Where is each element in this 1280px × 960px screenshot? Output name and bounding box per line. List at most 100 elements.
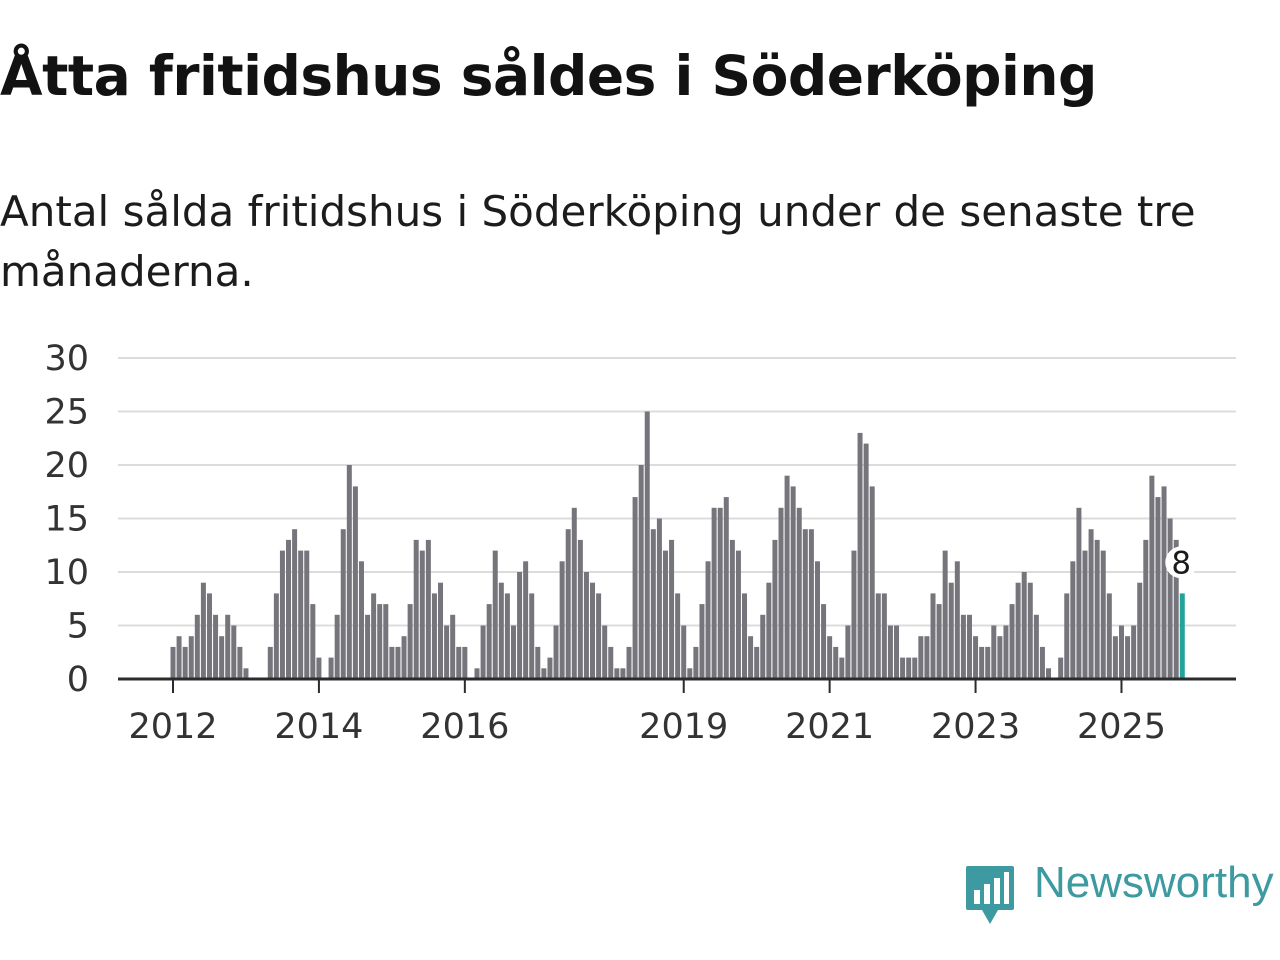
bar bbox=[662, 550, 668, 679]
x-tick-label: 2025 bbox=[1077, 707, 1166, 747]
bar bbox=[863, 443, 869, 679]
bar bbox=[827, 636, 833, 679]
bar bbox=[176, 636, 182, 679]
bar bbox=[340, 529, 346, 679]
bar bbox=[754, 646, 760, 679]
bar bbox=[699, 604, 705, 679]
bar bbox=[498, 582, 504, 679]
bar bbox=[358, 561, 364, 679]
bar bbox=[1112, 636, 1118, 679]
bar bbox=[182, 646, 188, 679]
bar bbox=[444, 625, 450, 679]
bar bbox=[942, 550, 948, 679]
bar bbox=[298, 550, 304, 679]
bar bbox=[529, 593, 535, 679]
bar bbox=[966, 614, 972, 679]
bar bbox=[1100, 550, 1106, 679]
bar bbox=[814, 561, 820, 679]
bar bbox=[383, 604, 389, 679]
bar bbox=[912, 657, 918, 679]
bar bbox=[960, 614, 966, 679]
bar bbox=[979, 646, 985, 679]
bar bbox=[644, 411, 650, 679]
bar bbox=[1033, 614, 1039, 679]
bar bbox=[711, 507, 717, 679]
bar bbox=[918, 636, 924, 679]
bar bbox=[1058, 657, 1064, 679]
brand-logo[interactable]: Newsworthy bbox=[964, 858, 1274, 926]
bar bbox=[304, 550, 310, 679]
bar bbox=[948, 582, 954, 679]
bar bbox=[431, 593, 437, 679]
bar bbox=[596, 593, 602, 679]
bar bbox=[170, 646, 176, 679]
bar bbox=[845, 625, 851, 679]
y-axis-ticks: 0 5 10 15 20 25 30 bbox=[44, 339, 89, 700]
bar bbox=[1021, 572, 1027, 679]
bar bbox=[206, 593, 212, 679]
bar bbox=[833, 646, 839, 679]
chart-subtitle: Antal sålda fritidshus i Söderköping und… bbox=[0, 187, 1196, 296]
bar bbox=[1027, 582, 1033, 679]
bar bbox=[316, 657, 322, 679]
bar bbox=[371, 593, 377, 679]
y-tick-label: 10 bbox=[44, 553, 89, 593]
bar bbox=[413, 539, 419, 679]
bar bbox=[650, 529, 656, 679]
x-tick-label: 2016 bbox=[420, 707, 509, 747]
bar bbox=[875, 593, 881, 679]
bar bbox=[729, 539, 735, 679]
bar bbox=[577, 539, 583, 679]
x-tick-label: 2023 bbox=[931, 707, 1020, 747]
y-tick-label: 0 bbox=[67, 660, 89, 700]
bar bbox=[1149, 475, 1155, 679]
highlight-bar bbox=[1179, 593, 1185, 679]
bar bbox=[1076, 507, 1082, 679]
bar bbox=[748, 636, 754, 679]
bar bbox=[681, 625, 687, 679]
bar bbox=[1106, 593, 1112, 679]
bar bbox=[553, 625, 559, 679]
bar bbox=[900, 657, 906, 679]
x-tick-label: 2014 bbox=[274, 707, 363, 747]
bar bbox=[213, 614, 219, 679]
bars bbox=[170, 411, 1185, 679]
bar bbox=[936, 604, 942, 679]
bar bbox=[626, 646, 632, 679]
bar bbox=[802, 529, 808, 679]
bar bbox=[1064, 593, 1070, 679]
bar bbox=[389, 646, 395, 679]
bar bbox=[717, 507, 723, 679]
bar bbox=[200, 582, 206, 679]
bar bbox=[784, 475, 790, 679]
bar bbox=[760, 614, 766, 679]
bar bbox=[1094, 539, 1100, 679]
x-tick-label: 2012 bbox=[128, 707, 217, 747]
y-tick-label: 20 bbox=[44, 446, 89, 486]
bar bbox=[894, 625, 900, 679]
bar bbox=[243, 668, 249, 679]
bar bbox=[328, 657, 334, 679]
bar bbox=[887, 625, 893, 679]
bar bbox=[1088, 529, 1094, 679]
bar bbox=[656, 518, 662, 679]
bar bbox=[991, 625, 997, 679]
bar bbox=[523, 561, 529, 679]
bar bbox=[766, 582, 772, 679]
bar bbox=[219, 636, 225, 679]
bar bbox=[273, 593, 279, 679]
bar bbox=[851, 550, 857, 679]
y-tick-label: 30 bbox=[44, 339, 89, 379]
bar bbox=[790, 486, 796, 679]
bar bbox=[425, 539, 431, 679]
bar bbox=[231, 625, 237, 679]
bar bbox=[602, 625, 608, 679]
bar bbox=[1137, 582, 1143, 679]
bar bbox=[571, 507, 577, 679]
bar bbox=[675, 593, 681, 679]
bar bbox=[188, 636, 194, 679]
bar bbox=[1082, 550, 1088, 679]
bar bbox=[1046, 668, 1052, 679]
bar bbox=[292, 529, 298, 679]
